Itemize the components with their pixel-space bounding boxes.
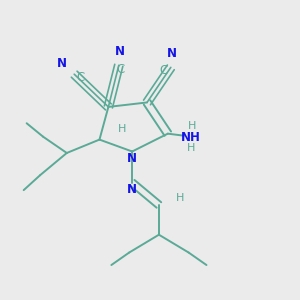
Text: N: N xyxy=(57,57,67,70)
Text: C: C xyxy=(116,63,124,76)
Text: H: H xyxy=(188,121,196,131)
Text: N: N xyxy=(115,44,125,58)
Text: N: N xyxy=(127,183,137,196)
Text: H: H xyxy=(118,124,126,134)
Text: C: C xyxy=(76,71,84,84)
Text: H: H xyxy=(176,194,184,203)
Text: H: H xyxy=(187,142,195,153)
Text: NH: NH xyxy=(181,131,201,144)
Text: N: N xyxy=(167,46,177,60)
Text: C: C xyxy=(159,64,167,77)
Text: N: N xyxy=(127,152,137,164)
